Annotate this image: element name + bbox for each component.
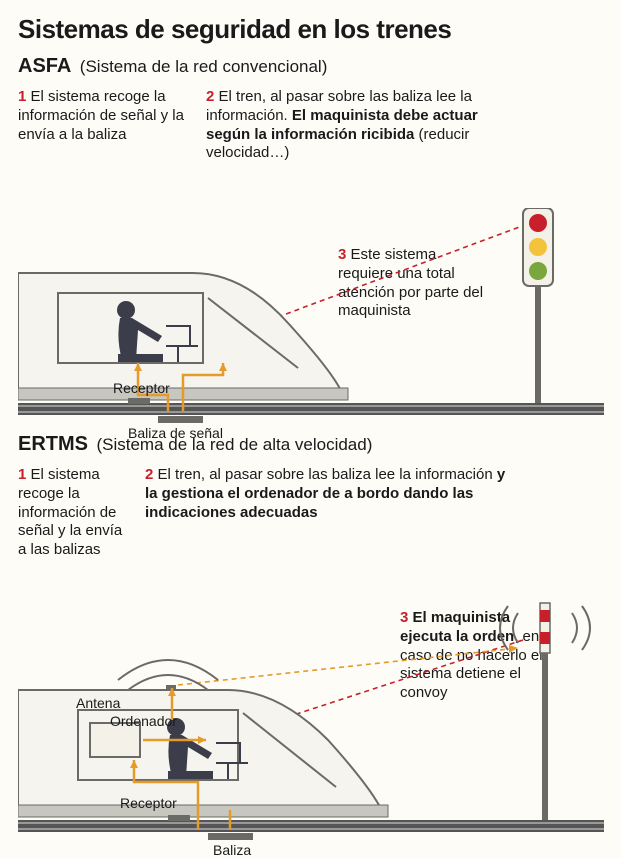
step-pre: El tren, al pasar sobre las baliza lee l… bbox=[158, 466, 497, 483]
step-number: 1 bbox=[18, 466, 26, 483]
orange-internal-arrows bbox=[88, 682, 348, 842]
asfa-subtitle: (Sistema de la red convencional) bbox=[80, 57, 328, 76]
asfa-diagram: Receptor Baliza de señal bbox=[18, 163, 604, 413]
step-text: El sistema recoge la información de seña… bbox=[18, 88, 184, 143]
ertms-section: ERTMS (Sistema de la red de alta velocid… bbox=[0, 429, 622, 809]
baliza-label: Baliza bbox=[213, 842, 251, 858]
step-text: El sistema recoge la información de seña… bbox=[18, 466, 122, 558]
ordenador-label: Ordenador bbox=[110, 713, 177, 729]
ertms-steps: 1 El sistema recoge la información de se… bbox=[18, 466, 604, 560]
receptor-label: Receptor bbox=[113, 380, 170, 396]
ertms-diagram: Antena Ordenador Receptor Baliza bbox=[18, 560, 604, 840]
asfa-heading: ASFA bbox=[18, 55, 71, 77]
step-number: 2 bbox=[206, 88, 214, 105]
step-number: 1 bbox=[18, 88, 26, 105]
ertms-heading: ERTMS bbox=[18, 433, 88, 455]
step-number: 2 bbox=[145, 466, 153, 483]
baliza-block bbox=[158, 416, 203, 423]
ertms-step1: 1 El sistema recoge la información de se… bbox=[18, 466, 133, 560]
asfa-step2: 2 El tren, al pasar sobre las baliza lee… bbox=[206, 88, 526, 163]
baliza-block bbox=[208, 833, 253, 840]
asfa-section: ASFA (Sistema de la red convencional) 1 … bbox=[0, 51, 622, 411]
ertms-step2: 2 El tren, al pasar sobre las baliza lee… bbox=[145, 466, 515, 560]
receptor-label: Receptor bbox=[120, 795, 177, 811]
antena-label: Antena bbox=[76, 695, 120, 711]
asfa-step1: 1 El sistema recoge la información de se… bbox=[18, 88, 188, 163]
asfa-steps: 1 El sistema recoge la información de se… bbox=[18, 88, 604, 163]
main-title: Sistemas de seguridad en los trenes bbox=[0, 0, 622, 51]
ertms-subtitle: (Sistema de la red de alta velocidad) bbox=[96, 435, 372, 454]
transmitter-mast-icon bbox=[488, 598, 608, 828]
traffic-light-icon bbox=[518, 208, 573, 408]
